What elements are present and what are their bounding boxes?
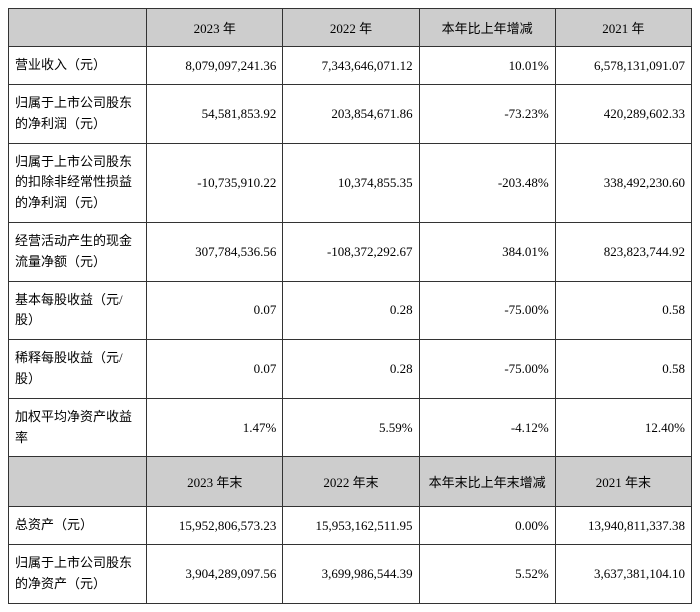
row-label: 基本每股收益（元/股） [9,281,147,340]
cell-value: 1.47% [147,398,283,457]
header-blank-1 [9,9,147,47]
cell-value: -108,372,292.67 [283,222,419,281]
cell-value: 823,823,744.92 [555,222,691,281]
financial-table: 2023 年 2022 年 本年比上年增减 2021 年 营业收入（元） 8,0… [8,8,692,604]
table-row: 经营活动产生的现金流量净额（元） 307,784,536.56 -108,372… [9,222,692,281]
header-2022-end: 2022 年末 [283,457,419,507]
cell-value: 7,343,646,071.12 [283,47,419,85]
row-label: 归属于上市公司股东的净资产（元） [9,545,147,604]
cell-value: 0.07 [147,340,283,399]
cell-value: 0.58 [555,281,691,340]
header-change: 本年比上年增减 [419,9,555,47]
cell-value: 15,952,806,573.23 [147,507,283,545]
table-row: 营业收入（元） 8,079,097,241.36 7,343,646,071.1… [9,47,692,85]
header-2021: 2021 年 [555,9,691,47]
header-2023: 2023 年 [147,9,283,47]
cell-value: 0.58 [555,340,691,399]
header-row-2: 2023 年末 2022 年末 本年末比上年末增减 2021 年末 [9,457,692,507]
header-row-1: 2023 年 2022 年 本年比上年增减 2021 年 [9,9,692,47]
cell-value: 384.01% [419,222,555,281]
cell-value: 307,784,536.56 [147,222,283,281]
cell-value: 5.52% [419,545,555,604]
cell-value: 13,940,811,337.38 [555,507,691,545]
cell-value: 420,289,602.33 [555,85,691,144]
cell-value: 15,953,162,511.95 [283,507,419,545]
header-2023-end: 2023 年末 [147,457,283,507]
header-2021-end: 2021 年末 [555,457,691,507]
cell-value: 203,854,671.86 [283,85,419,144]
cell-value: 3,699,986,544.39 [283,545,419,604]
cell-value: 12.40% [555,398,691,457]
cell-value: -73.23% [419,85,555,144]
cell-value: 3,904,289,097.56 [147,545,283,604]
header-2022: 2022 年 [283,9,419,47]
cell-value: 338,492,230.60 [555,143,691,222]
table-row: 稀释每股收益（元/股） 0.07 0.28 -75.00% 0.58 [9,340,692,399]
table-row: 归属于上市公司股东的净利润（元） 54,581,853.92 203,854,6… [9,85,692,144]
cell-value: 0.00% [419,507,555,545]
row-label: 归属于上市公司股东的扣除非经常性损益的净利润（元） [9,143,147,222]
cell-value: 0.28 [283,281,419,340]
table-row: 加权平均净资产收益率 1.47% 5.59% -4.12% 12.40% [9,398,692,457]
table-row: 基本每股收益（元/股） 0.07 0.28 -75.00% 0.58 [9,281,692,340]
cell-value: -10,735,910.22 [147,143,283,222]
cell-value: 5.59% [283,398,419,457]
row-label: 稀释每股收益（元/股） [9,340,147,399]
cell-value: 10.01% [419,47,555,85]
cell-value: 3,637,381,104.10 [555,545,691,604]
cell-value: -75.00% [419,340,555,399]
header-blank-2 [9,457,147,507]
table-row: 归属于上市公司股东的净资产（元） 3,904,289,097.56 3,699,… [9,545,692,604]
table-row: 归属于上市公司股东的扣除非经常性损益的净利润（元） -10,735,910.22… [9,143,692,222]
cell-value: -4.12% [419,398,555,457]
cell-value: 54,581,853.92 [147,85,283,144]
cell-value: 0.07 [147,281,283,340]
row-label: 加权平均净资产收益率 [9,398,147,457]
row-label: 归属于上市公司股东的净利润（元） [9,85,147,144]
cell-value: 10,374,855.35 [283,143,419,222]
row-label: 营业收入（元） [9,47,147,85]
cell-value: 8,079,097,241.36 [147,47,283,85]
cell-value: 6,578,131,091.07 [555,47,691,85]
row-label: 经营活动产生的现金流量净额（元） [9,222,147,281]
header-change-end: 本年末比上年末增减 [419,457,555,507]
row-label: 总资产（元） [9,507,147,545]
cell-value: 0.28 [283,340,419,399]
cell-value: -203.48% [419,143,555,222]
table-row: 总资产（元） 15,952,806,573.23 15,953,162,511.… [9,507,692,545]
cell-value: -75.00% [419,281,555,340]
